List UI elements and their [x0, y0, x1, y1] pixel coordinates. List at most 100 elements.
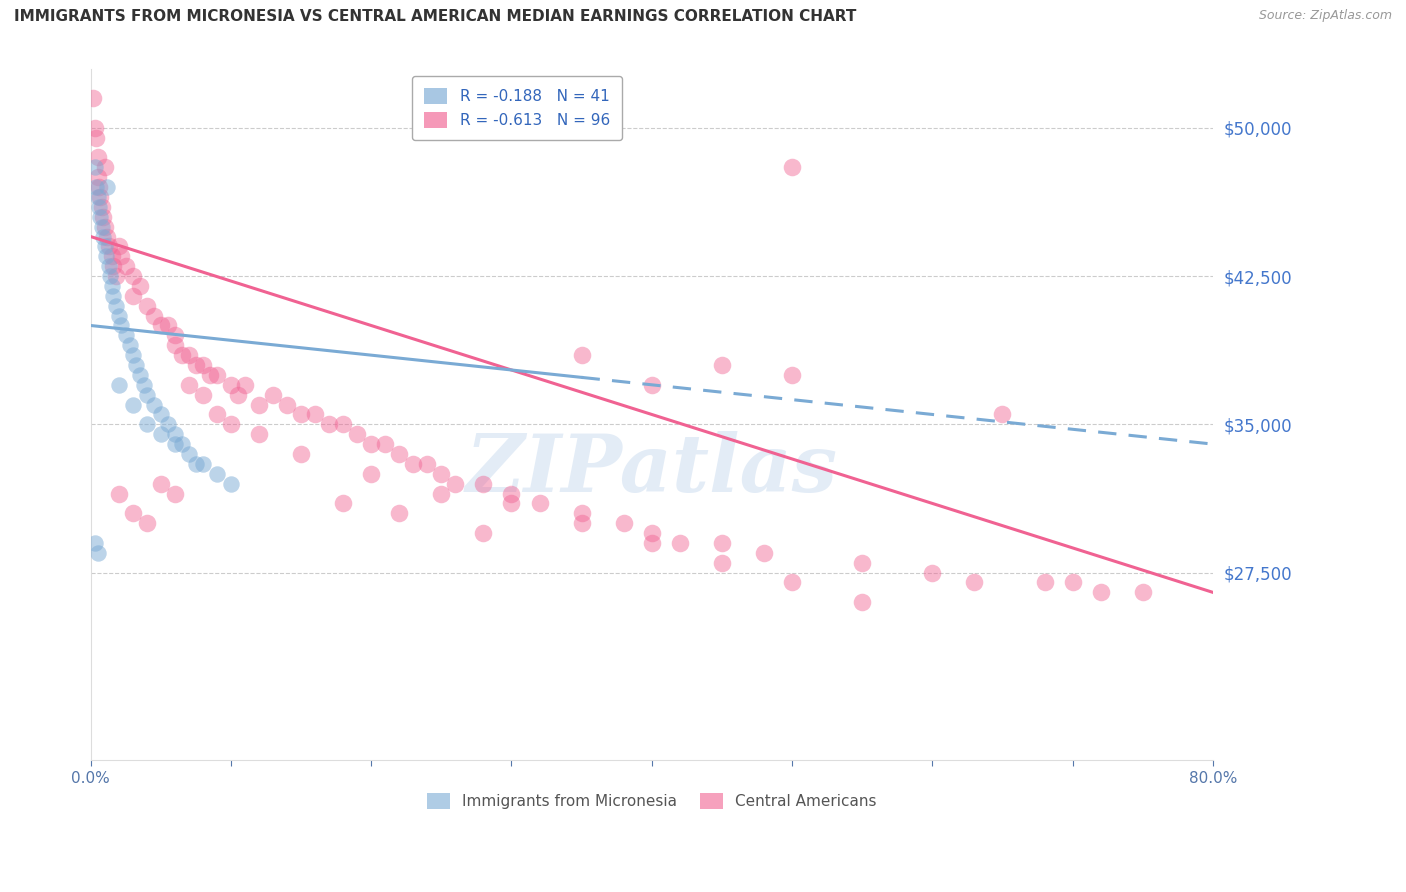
- Point: [110, 318, 132, 333]
- Point: [191, 387, 214, 401]
- Point: [641, 526, 664, 541]
- Point: [177, 447, 200, 461]
- Point: [205, 408, 228, 422]
- Point: [304, 408, 326, 422]
- Point: [101, 289, 124, 303]
- Point: [97, 259, 120, 273]
- Point: [1033, 575, 1056, 590]
- Point: [107, 239, 129, 253]
- Point: [135, 516, 157, 531]
- Point: [184, 457, 207, 471]
- Point: [90, 200, 112, 214]
- Point: [198, 368, 221, 382]
- Point: [780, 161, 803, 175]
- Point: [93, 161, 115, 175]
- Point: [107, 486, 129, 500]
- Point: [135, 387, 157, 401]
- Point: [851, 595, 873, 609]
- Point: [529, 496, 551, 510]
- Point: [170, 348, 193, 362]
- Point: [177, 377, 200, 392]
- Point: [104, 269, 127, 284]
- Point: [501, 486, 523, 500]
- Point: [163, 338, 186, 352]
- Point: [121, 348, 143, 362]
- Point: [149, 427, 172, 442]
- Point: [780, 575, 803, 590]
- Point: [132, 377, 155, 392]
- Point: [93, 219, 115, 234]
- Point: [710, 556, 733, 570]
- Point: [149, 476, 172, 491]
- Point: [388, 447, 411, 461]
- Point: [262, 387, 284, 401]
- Point: [156, 318, 179, 333]
- Point: [124, 358, 146, 372]
- Point: [90, 219, 112, 234]
- Point: [472, 476, 495, 491]
- Point: [641, 536, 664, 550]
- Point: [97, 239, 120, 253]
- Point: [332, 496, 354, 510]
- Point: [571, 348, 593, 362]
- Point: [430, 467, 453, 481]
- Point: [430, 486, 453, 500]
- Point: [135, 299, 157, 313]
- Point: [163, 437, 186, 451]
- Point: [86, 170, 108, 185]
- Point: [91, 229, 114, 244]
- Point: [104, 299, 127, 313]
- Point: [107, 309, 129, 323]
- Point: [226, 387, 249, 401]
- Point: [170, 437, 193, 451]
- Point: [205, 467, 228, 481]
- Point: [84, 180, 107, 194]
- Point: [921, 566, 943, 580]
- Point: [87, 200, 110, 214]
- Point: [128, 368, 150, 382]
- Point: [87, 180, 110, 194]
- Point: [94, 249, 117, 263]
- Point: [163, 486, 186, 500]
- Point: [780, 368, 803, 382]
- Point: [86, 546, 108, 560]
- Point: [963, 575, 986, 590]
- Point: [118, 338, 141, 352]
- Point: [91, 210, 114, 224]
- Point: [290, 447, 312, 461]
- Point: [710, 358, 733, 372]
- Point: [114, 328, 136, 343]
- Point: [84, 130, 107, 145]
- Point: [89, 210, 111, 224]
- Point: [86, 151, 108, 165]
- Point: [93, 239, 115, 253]
- Point: [290, 408, 312, 422]
- Point: [163, 427, 186, 442]
- Point: [205, 368, 228, 382]
- Point: [1090, 585, 1112, 599]
- Point: [83, 536, 105, 550]
- Text: ZIPatlas: ZIPatlas: [465, 431, 838, 508]
- Point: [149, 318, 172, 333]
- Point: [142, 309, 165, 323]
- Point: [121, 269, 143, 284]
- Point: [752, 546, 775, 560]
- Point: [121, 398, 143, 412]
- Point: [114, 259, 136, 273]
- Legend: Immigrants from Micronesia, Central Americans: Immigrants from Micronesia, Central Amer…: [420, 787, 883, 815]
- Point: [98, 269, 121, 284]
- Point: [156, 417, 179, 432]
- Point: [501, 496, 523, 510]
- Point: [710, 536, 733, 550]
- Point: [247, 427, 270, 442]
- Point: [96, 229, 118, 244]
- Point: [641, 377, 664, 392]
- Point: [991, 408, 1014, 422]
- Point: [163, 328, 186, 343]
- Text: IMMIGRANTS FROM MICRONESIA VS CENTRAL AMERICAN MEDIAN EARNINGS CORRELATION CHART: IMMIGRANTS FROM MICRONESIA VS CENTRAL AM…: [14, 9, 856, 24]
- Point: [1062, 575, 1084, 590]
- Point: [100, 279, 122, 293]
- Point: [332, 417, 354, 432]
- Point: [360, 467, 382, 481]
- Point: [374, 437, 396, 451]
